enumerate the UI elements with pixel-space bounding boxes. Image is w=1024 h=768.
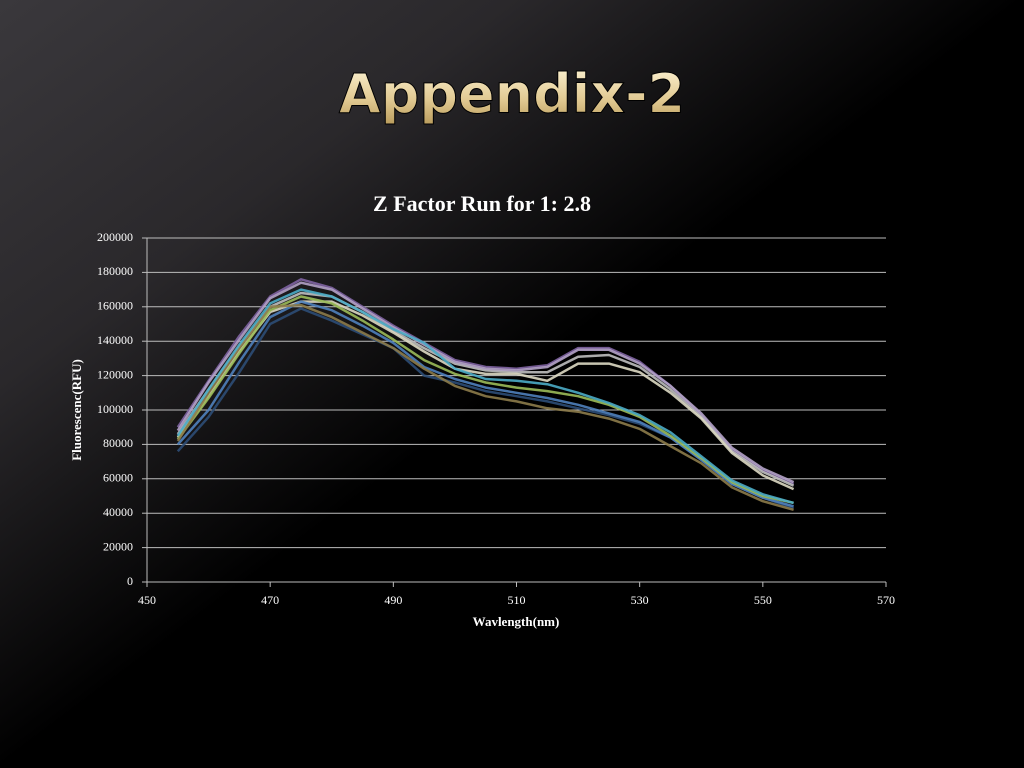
y-axis-label: Fluorescenc(RFU) xyxy=(69,359,84,461)
x-axis-label: Wavlength(nm) xyxy=(473,614,560,629)
series-line xyxy=(176,281,795,484)
y-tick-label: 20000 xyxy=(103,539,133,553)
y-tick-label: 160000 xyxy=(97,299,133,313)
y-tick-label: 100000 xyxy=(97,402,133,416)
x-tick-label: 510 xyxy=(508,593,526,607)
chart-title: Z Factor Run for 1: 2.8 xyxy=(373,191,591,216)
slide-title: Appendix-2 xyxy=(339,63,685,126)
x-tick-label: 530 xyxy=(631,593,649,607)
series-line xyxy=(176,303,794,512)
y-tick-label: 140000 xyxy=(97,333,133,347)
series-line xyxy=(176,300,795,491)
x-tick-label: 490 xyxy=(384,593,402,607)
series-line xyxy=(176,291,795,487)
y-tick-label: 80000 xyxy=(103,436,133,450)
y-tick-label: 120000 xyxy=(97,367,133,381)
x-tick-label: 470 xyxy=(261,593,279,607)
y-tick-label: 200000 xyxy=(97,230,133,244)
x-tick-label: 550 xyxy=(754,593,772,607)
x-tick-label: 570 xyxy=(877,593,895,607)
x-tick-label: 450 xyxy=(138,593,156,607)
series-line xyxy=(176,288,794,505)
y-tick-label: 60000 xyxy=(103,471,133,485)
y-tick-label: 180000 xyxy=(97,264,133,278)
y-tick-label: 0 xyxy=(127,574,133,588)
series-line xyxy=(176,300,794,508)
y-tick-label: 40000 xyxy=(103,505,133,519)
